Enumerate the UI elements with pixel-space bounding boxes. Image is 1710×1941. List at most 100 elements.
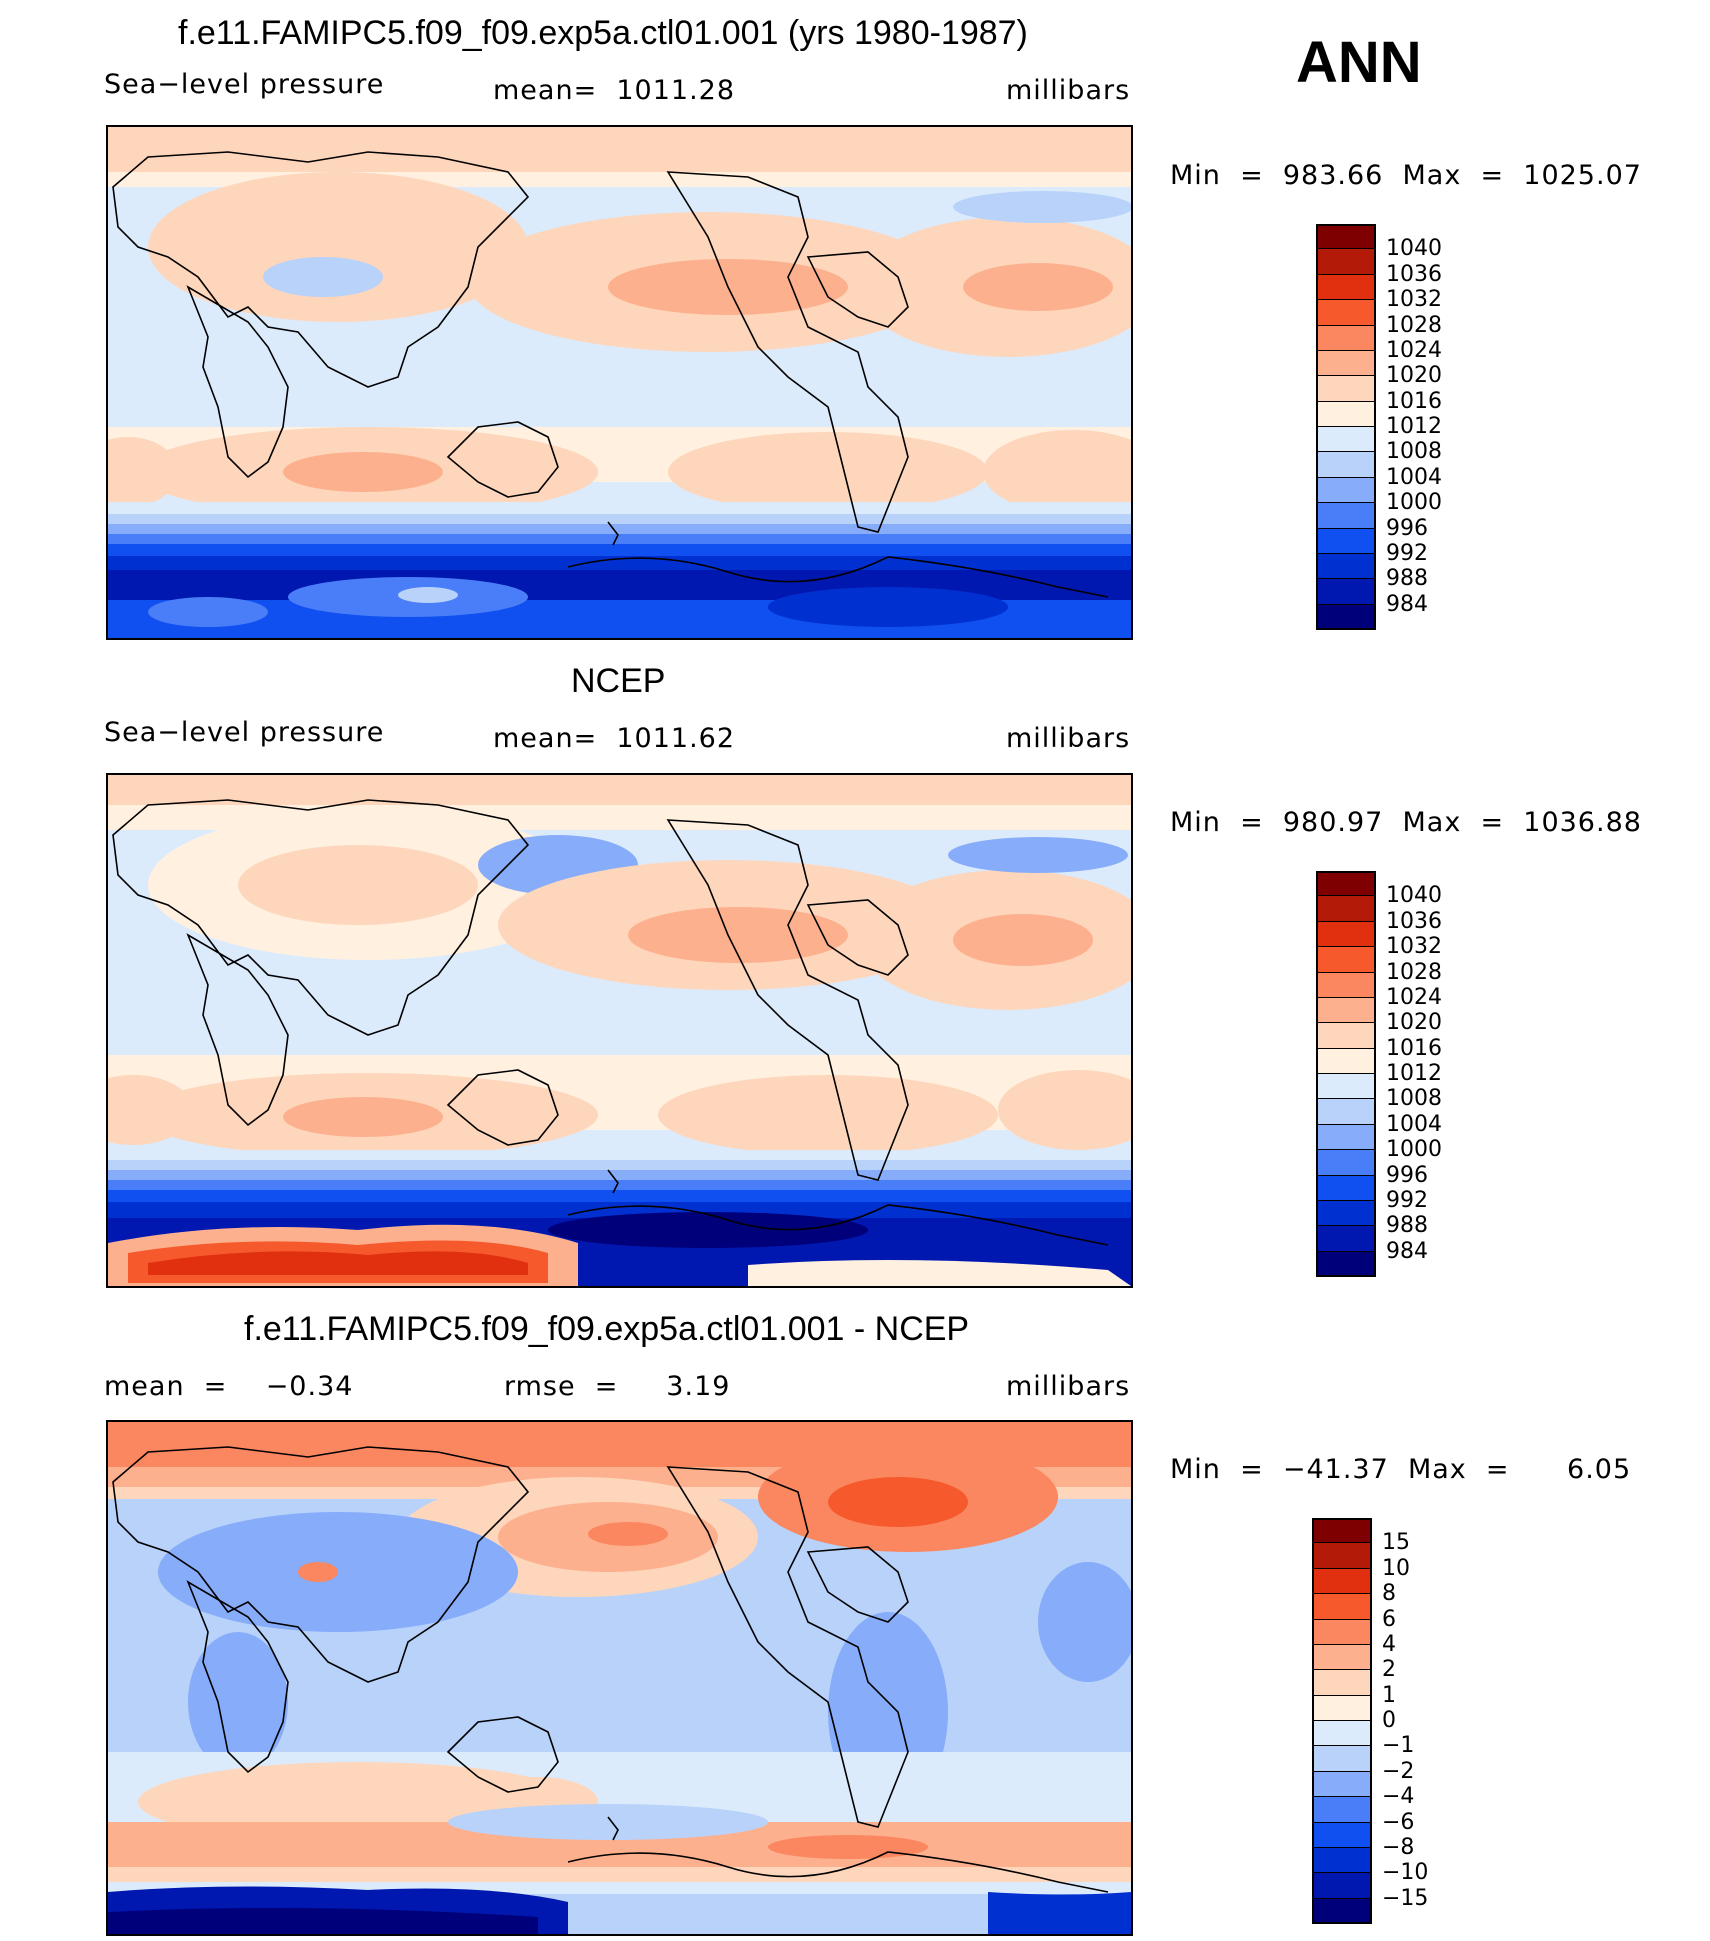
colorbar-swatch <box>1316 376 1376 402</box>
colorbar-tick-label: 1000 <box>1386 1137 1442 1163</box>
colorbar-swatch <box>1312 1746 1372 1772</box>
colorbar-swatch <box>1312 1518 1372 1544</box>
colorbar-tick-label: 992 <box>1386 540 1428 566</box>
colorbar-tick-label: 1004 <box>1386 464 1442 490</box>
colorbar-tick-label: −10 <box>1382 1860 1429 1886</box>
colorbar-tick-label: 1032 <box>1386 287 1442 313</box>
colorbar-swatch <box>1316 604 1376 630</box>
panel-1-map <box>106 125 1133 640</box>
colorbar-tick-label: −1 <box>1382 1733 1415 1759</box>
colorbar-swatch <box>1316 300 1376 326</box>
panel-2-units-label: millibars <box>1006 723 1131 754</box>
colorbar-tick-label: 1008 <box>1386 1086 1442 1112</box>
colorbar-tick-label: −15 <box>1382 1885 1429 1911</box>
panel-1-colorbar: 1040 1036 1032 1028 1024 1020 1016 1012 1008 1004… <box>1316 224 1442 630</box>
season-label: ANN <box>1296 30 1422 95</box>
colorbar-tick-label: 1004 <box>1386 1111 1442 1137</box>
panel-3-units-label: millibars <box>1006 1371 1131 1402</box>
colorbar-swatch <box>1312 1822 1372 1848</box>
colorbar-swatch <box>1312 1873 1372 1899</box>
colorbar-tick-label: 1016 <box>1386 388 1442 414</box>
colorbar-swatch <box>1312 1644 1372 1671</box>
colorbar-tick-label: 10 <box>1382 1555 1410 1581</box>
panel-2-mean-label: mean= 1011.62 <box>493 723 736 754</box>
colorbar-tick-label: −8 <box>1382 1834 1415 1860</box>
colorbar-swatch <box>1316 921 1376 948</box>
colorbar-swatch <box>1316 528 1376 554</box>
panel-3-title: f.e11.FAMIPC5.f09_f09.exp5a.ctl01.001 - … <box>244 1310 970 1348</box>
colorbar-swatch <box>1316 1200 1376 1227</box>
colorbar-swatch <box>1316 1150 1376 1176</box>
colorbar-tick-label: 1040 <box>1386 883 1442 909</box>
colorbar-swatch <box>1316 972 1376 998</box>
colorbar-tick-label: 1028 <box>1386 312 1442 338</box>
colorbar-tick-label: −2 <box>1382 1758 1415 1784</box>
colorbar-swatch <box>1316 325 1376 351</box>
colorbar-tick-label: 1008 <box>1386 439 1442 465</box>
colorbar-swatch <box>1316 477 1376 504</box>
panel-1-minmax: Min = 983.66 Max = 1025.07 <box>1170 160 1642 191</box>
colorbar-tick-label: 0 <box>1382 1708 1396 1733</box>
colorbar-swatch <box>1316 947 1376 973</box>
colorbar-swatch <box>1312 1594 1372 1620</box>
panel-1-mean-label: mean= 1011.28 <box>493 75 736 106</box>
colorbar-swatch <box>1316 249 1376 275</box>
colorbar-swatch <box>1316 896 1376 922</box>
colorbar-swatch <box>1316 1226 1376 1252</box>
colorbar-swatch <box>1316 1099 1376 1125</box>
colorbar-tick-label: 2 <box>1382 1657 1396 1683</box>
colorbar-swatch <box>1316 503 1376 529</box>
colorbar-tick-label: 1012 <box>1386 414 1442 439</box>
colorbar-swatch <box>1312 1797 1372 1823</box>
colorbar-tick-label: 8 <box>1382 1581 1396 1607</box>
panel-3-minmax: Min = −41.37 Max = 6.05 <box>1170 1454 1632 1485</box>
panel-2-map <box>106 773 1133 1288</box>
colorbar-tick-label: −4 <box>1382 1784 1415 1810</box>
colorbar-swatch <box>1312 1771 1372 1798</box>
panel-2-minmax: Min = 980.97 Max = 1036.88 <box>1170 807 1642 838</box>
colorbar-swatch <box>1316 1175 1376 1201</box>
colorbar-swatch <box>1312 1619 1372 1645</box>
colorbar-tick-label: −6 <box>1382 1809 1415 1835</box>
colorbar-swatch <box>1316 997 1376 1024</box>
colorbar-tick-label: 4 <box>1382 1631 1396 1657</box>
colorbar-swatch <box>1316 401 1376 427</box>
colorbar-swatch <box>1312 1695 1372 1721</box>
colorbar-swatch <box>1312 1543 1372 1569</box>
colorbar-swatch <box>1316 1124 1376 1151</box>
colorbar-swatch <box>1312 1568 1372 1595</box>
colorbar-tick-label: 6 <box>1382 1606 1396 1632</box>
colorbar-tick-label: 1028 <box>1386 959 1442 985</box>
colorbar-tick-label: 1016 <box>1386 1035 1442 1061</box>
colorbar-tick-label: 1024 <box>1386 984 1442 1010</box>
colorbar-swatch <box>1316 871 1376 897</box>
colorbar-tick-label: 1 <box>1382 1682 1396 1708</box>
panel-1-units-label: millibars <box>1006 75 1131 106</box>
colorbar-swatch <box>1316 452 1376 478</box>
colorbar-tick-label: 988 <box>1386 566 1428 592</box>
colorbar-tick-label: 1036 <box>1386 261 1442 287</box>
colorbar-tick-label: 1032 <box>1386 934 1442 960</box>
colorbar-tick-label: 1040 <box>1386 236 1442 262</box>
colorbar-tick-label: 1020 <box>1386 1010 1442 1036</box>
colorbar-swatch <box>1316 427 1376 453</box>
colorbar-tick-label: 15 <box>1382 1530 1410 1556</box>
panel-3-map <box>106 1420 1133 1936</box>
panel-3-mean-label: mean = −0.34 <box>104 1371 354 1402</box>
colorbar-tick-label: 996 <box>1386 1162 1428 1188</box>
colorbar-frame <box>1316 224 1376 630</box>
panel-1-title: f.e11.FAMIPC5.f09_f09.exp5a.ctl01.001 (y… <box>178 14 1028 52</box>
panel-3-colorbar: 15 10 8 6 4 2 1 0 −1 −2 −4 −6 −8 −10 −15 <box>1312 1518 1428 1924</box>
colorbar-swatch <box>1316 1048 1376 1074</box>
colorbar-tick-label: 984 <box>1386 1238 1428 1264</box>
colorbar-tick-label: 1000 <box>1386 490 1442 516</box>
panel-3-rmse-label: rmse = 3.19 <box>504 1371 731 1402</box>
colorbar-swatch <box>1316 579 1376 605</box>
panel-1-variable-label: Sea−level pressure <box>104 69 385 100</box>
colorbar-swatch <box>1312 1670 1372 1696</box>
panel-2-variable-label: Sea−level pressure <box>104 717 385 748</box>
colorbar-tick-label: 984 <box>1386 591 1428 617</box>
colorbar-swatch <box>1316 1074 1376 1100</box>
colorbar-swatch <box>1316 224 1376 250</box>
colorbar-tick-label: 1024 <box>1386 337 1442 363</box>
